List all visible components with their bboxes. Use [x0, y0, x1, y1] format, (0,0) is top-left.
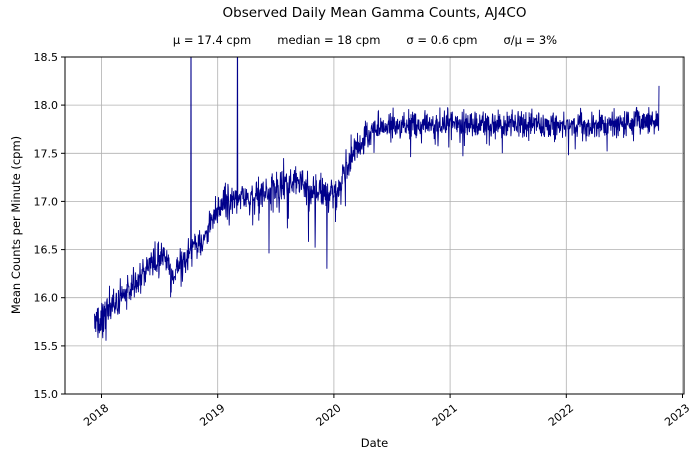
data-line — [94, 57, 660, 341]
stat-median: median = 18 cpm — [277, 33, 381, 47]
stat-sigma: σ = 0.6 cpm — [406, 33, 478, 47]
y-tick-label: 18.0 — [34, 99, 59, 112]
x-axis-label: Date — [360, 436, 389, 450]
stat-sigma-over-mean: σ/μ = 3% — [503, 33, 558, 47]
y-tick-label: 16.5 — [34, 244, 59, 257]
axes-frame — [64, 56, 685, 395]
grid — [65, 56, 684, 395]
stat-mean: μ = 17.4 cpm — [172, 33, 252, 47]
chart-title: Observed Daily Mean Gamma Counts, AJ4CO — [222, 5, 527, 21]
y-tick-label: 16.0 — [34, 292, 59, 305]
y-tick-label: 18.5 — [34, 51, 59, 64]
x-tick-label: 2020 — [314, 401, 344, 428]
x-tick-label: 2023 — [662, 401, 692, 428]
y-tick-label: 17.5 — [34, 147, 59, 160]
x-tick-label: 2022 — [546, 401, 576, 428]
x-tick-label: 2018 — [81, 401, 111, 428]
x-tick-label: 2021 — [430, 401, 460, 428]
y-tick-label: 15.5 — [34, 340, 59, 353]
x-tick-label: 2019 — [197, 401, 227, 428]
y-tick-label: 15.0 — [34, 388, 59, 401]
y-tick-label: 17.0 — [34, 195, 59, 208]
chart-stats-line: μ = 17.4 cpm median = 18 cpm σ = 0.6 cpm… — [45, 33, 685, 48]
x-axis-ticks: 2018 2019 2020 2021 2022 2023 — [81, 394, 692, 429]
y-axis-ticks: 15.0 15.5 16.0 16.5 17.0 17.5 18.0 18.5 — [34, 51, 65, 401]
